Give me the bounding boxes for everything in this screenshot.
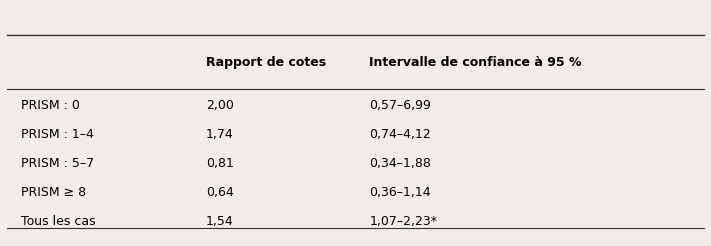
Text: 0,34–1,88: 0,34–1,88 (370, 157, 432, 170)
Text: 2,00: 2,00 (205, 99, 234, 112)
Text: PRISM ≥ 8: PRISM ≥ 8 (21, 186, 86, 199)
Text: Tous les cas: Tous les cas (21, 215, 96, 228)
Text: 0,64: 0,64 (205, 186, 233, 199)
Text: 1,54: 1,54 (205, 215, 233, 228)
Text: 0,36–1,14: 0,36–1,14 (370, 186, 431, 199)
Text: PRISM : 0: PRISM : 0 (21, 99, 80, 112)
Text: 1,07–2,23*: 1,07–2,23* (370, 215, 437, 228)
Text: 1,74: 1,74 (205, 128, 233, 141)
Text: PRISM : 5–7: PRISM : 5–7 (21, 157, 94, 170)
Text: PRISM : 1–4: PRISM : 1–4 (21, 128, 94, 141)
Text: 0,74–4,12: 0,74–4,12 (370, 128, 431, 141)
Text: Intervalle de confiance à 95 %: Intervalle de confiance à 95 % (370, 56, 582, 69)
Text: Rapport de cotes: Rapport de cotes (205, 56, 326, 69)
Text: 0,57–6,99: 0,57–6,99 (370, 99, 432, 112)
Text: 0,81: 0,81 (205, 157, 234, 170)
